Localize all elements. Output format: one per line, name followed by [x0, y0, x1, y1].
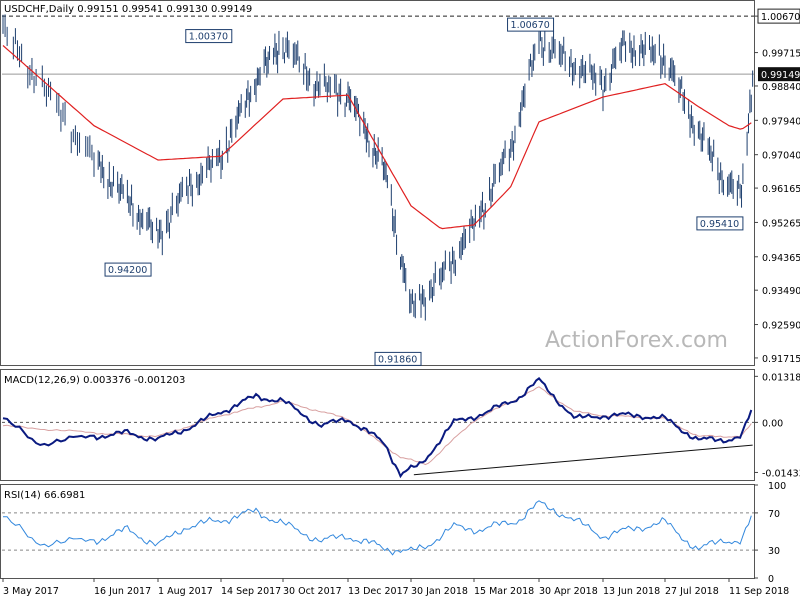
macd-y-tick-label: 0.013184: [762, 372, 800, 383]
macd-trendline: [413, 444, 753, 476]
x-axis-tick-label: 16 Jun 2017: [94, 586, 151, 597]
price-y-tick-label: 0.94365: [762, 253, 800, 264]
annotation-label: 0.95410: [700, 219, 739, 230]
moving-average-path: [2, 45, 752, 230]
annotation-box: [507, 17, 555, 32]
x-axis-tick-label: 13 Jun 2018: [603, 586, 660, 597]
price-y-tick-label: 0.96165: [762, 184, 800, 195]
x-axis-tick-label: 3 May 2017: [3, 586, 59, 597]
price-y-axis: 1.00670 0.99715 0.98840 0.97940 0.97040 0.961…: [754, 8, 800, 365]
rsi-y-tick-label: 30: [768, 546, 780, 557]
price-y-tick-label: 0.98840: [762, 82, 800, 93]
price-annotations: 1.00370 0.94200 0.91860 1.00670 0.95410: [104, 17, 744, 366]
macd-y-axis: 0.013184 0.00 -0.014339: [754, 372, 800, 479]
price-y-tick-label: 0.95265: [762, 218, 800, 229]
rsi-content: [2, 500, 754, 556]
macd-content: [2, 377, 754, 479]
rsi-line: [3, 500, 752, 556]
resistance-price-box: [757, 8, 800, 24]
annotation-label: 0.91860: [378, 354, 417, 365]
rsi-y-tick-label: 0: [768, 574, 774, 585]
price-grid: [2, 15, 754, 75]
price-y-tick-label: 0.99715: [762, 49, 800, 60]
resistance-price-label: 1.00670: [761, 12, 800, 23]
rsi-panel-frame: [0, 484, 755, 579]
price-y-tick-label: 0.91715: [762, 354, 800, 365]
x-axis-tick-label: 15 Mar 2018: [474, 586, 534, 597]
price-y-tick-label: 0.97940: [762, 116, 800, 127]
macd-line: [2, 377, 753, 479]
x-axis-tick-label: 13 Dec 2017: [348, 586, 409, 597]
macd-signal-line: [2, 386, 752, 466]
annotation-box: [374, 351, 422, 366]
macd-y-tick-label: 0.00: [762, 418, 783, 429]
annotation-box: [185, 29, 233, 44]
x-axis-tick-label: 27 Jul 2018: [665, 586, 719, 597]
annotation-label: 1.00370: [189, 32, 228, 43]
x-axis-tick-label: 11 Sep 2018: [729, 586, 789, 597]
macd-panel-frame: [0, 369, 755, 481]
annotation-label: 1.00670: [511, 20, 550, 31]
rsi-label: RSI(14) 66.6981: [4, 490, 85, 501]
x-axis-tick-label: 30 Apr 2018: [539, 586, 598, 597]
annotation-box: [696, 216, 744, 231]
price-bars: [2, 14, 754, 321]
rsi-y-axis: 100 70 30 0: [754, 481, 786, 585]
moving-average-line: [2, 45, 752, 230]
rsi-y-tick-label: 100: [768, 481, 786, 492]
current-price-box: [758, 67, 800, 82]
macd-y-tick-label: -0.014339: [762, 468, 800, 479]
macd-label: MACD(12,26,9) 0.003376 -0.001203: [4, 375, 185, 386]
x-axis-tick-label: 14 Sep 2017: [221, 586, 281, 597]
price-y-tick-label: 0.92590: [762, 321, 800, 332]
x-axis-tick-label: 1 Aug 2017: [158, 586, 213, 597]
x-axis-tick-label: 30 Jan 2018: [411, 586, 468, 597]
annotation-box: [104, 262, 152, 277]
x-axis-tick-label: 30 Oct 2017: [283, 586, 342, 597]
price-y-tick-label: 0.93490: [762, 286, 800, 297]
price-y-tick-label: 0.97040: [762, 151, 800, 162]
x-axis: 3 May 2017 16 Jun 2017 1 Aug 2017 14 Sep 20…: [2, 578, 789, 597]
chart-title: USDCHF,Daily 0.99151 0.99541 0.99130 0.9…: [4, 4, 252, 15]
current-price-label: 0.99149: [761, 70, 800, 81]
rsi-y-tick-label: 70: [768, 509, 780, 520]
annotation-label: 0.94200: [108, 265, 147, 276]
watermark: ActionForex.com: [545, 328, 728, 353]
